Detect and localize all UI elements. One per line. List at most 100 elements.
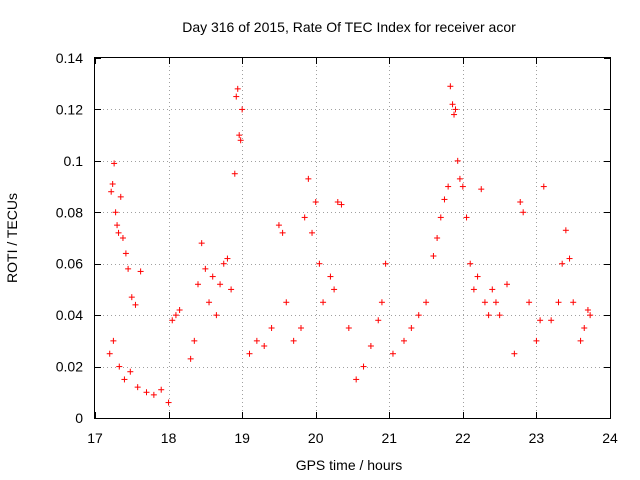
data-point	[570, 299, 577, 306]
x-tick-label: 23	[529, 430, 545, 446]
data-point	[309, 229, 316, 236]
data-point	[375, 317, 382, 324]
data-point	[331, 286, 338, 293]
data-point	[114, 222, 121, 229]
data-point	[111, 160, 118, 167]
data-point	[109, 181, 116, 187]
data-point	[474, 273, 481, 280]
data-point	[228, 286, 235, 293]
data-point	[334, 199, 341, 205]
x-tick-label: 21	[381, 430, 397, 446]
data-point	[401, 337, 407, 344]
y-tick-label: 0.06	[56, 256, 83, 272]
data-point	[202, 265, 209, 272]
data-point	[283, 299, 290, 306]
data-point	[298, 325, 304, 331]
data-point	[239, 106, 246, 113]
data-point	[112, 209, 119, 216]
data-point	[301, 214, 308, 221]
data-point	[449, 101, 456, 108]
y-tick-label: 0.1	[64, 153, 84, 169]
y-tick-label: 0.12	[56, 101, 83, 117]
data-point	[511, 350, 518, 357]
data-point	[176, 307, 183, 313]
grid-lines	[95, 58, 610, 418]
chart-title: Day 316 of 2015, Rate Of TEC Index for r…	[182, 19, 516, 35]
data-point	[520, 209, 527, 216]
data-point	[566, 255, 573, 262]
data-point	[415, 312, 422, 319]
data-point	[115, 229, 122, 236]
data-point	[423, 299, 430, 306]
data-point	[517, 199, 524, 205]
x-tick-labels: 17 18 19 20 21 22 23 24	[87, 430, 618, 446]
x-tick-label: 20	[308, 430, 324, 446]
data-point	[137, 268, 144, 275]
data-point	[150, 391, 157, 398]
data-point	[451, 111, 458, 118]
data-point	[206, 299, 213, 306]
data-point	[121, 376, 128, 383]
data-point	[128, 294, 135, 301]
data-point	[127, 368, 134, 375]
y-tick-label: 0.02	[56, 359, 83, 375]
axis-ticks	[95, 58, 611, 419]
data-point	[134, 384, 141, 391]
data-point	[191, 337, 198, 344]
data-point	[125, 265, 132, 272]
data-point	[279, 229, 286, 236]
y-tick-label: 0.14	[56, 50, 83, 66]
data-point	[540, 183, 547, 190]
data-point	[236, 132, 243, 139]
data-point	[353, 376, 360, 383]
data-point	[143, 389, 150, 396]
x-tick-label: 22	[455, 430, 471, 446]
data-point	[253, 337, 260, 344]
x-tick-label: 17	[87, 430, 103, 446]
data-point	[338, 201, 345, 208]
y-tick-label: 0.04	[56, 307, 83, 323]
data-point	[430, 253, 437, 259]
data-point	[408, 325, 415, 331]
data-point	[106, 350, 113, 357]
data-point	[470, 286, 477, 293]
data-point	[275, 222, 282, 229]
data-point	[122, 250, 129, 257]
y-tick-label: 0	[75, 410, 83, 426]
data-point	[456, 175, 463, 182]
data-point	[187, 355, 194, 362]
data-point	[195, 281, 201, 288]
y-axis-label: ROTI / TECUs	[4, 193, 20, 283]
data-point	[158, 386, 165, 393]
data-point	[489, 286, 496, 293]
data-points	[106, 83, 594, 406]
data-point	[231, 170, 238, 177]
x-tick-label: 24	[602, 430, 618, 446]
data-point	[562, 227, 569, 234]
data-point	[463, 214, 470, 221]
data-point	[437, 214, 444, 221]
data-point	[537, 317, 544, 324]
data-point	[132, 301, 139, 308]
data-point	[485, 312, 492, 319]
data-point	[172, 312, 179, 319]
data-point	[581, 325, 588, 331]
data-point	[305, 175, 312, 182]
data-point	[389, 350, 396, 357]
data-point	[492, 299, 499, 306]
y-tick-label: 0.08	[56, 204, 83, 220]
data-point	[526, 299, 533, 306]
data-point	[434, 235, 441, 241]
data-point	[454, 157, 461, 164]
data-point	[217, 281, 224, 288]
data-point	[320, 299, 327, 306]
data-point	[533, 337, 540, 344]
data-point	[110, 337, 117, 344]
data-point	[220, 260, 227, 267]
data-point	[213, 312, 220, 319]
data-point	[316, 260, 323, 267]
data-point	[548, 317, 555, 324]
data-point	[290, 337, 297, 344]
data-point	[478, 186, 485, 193]
